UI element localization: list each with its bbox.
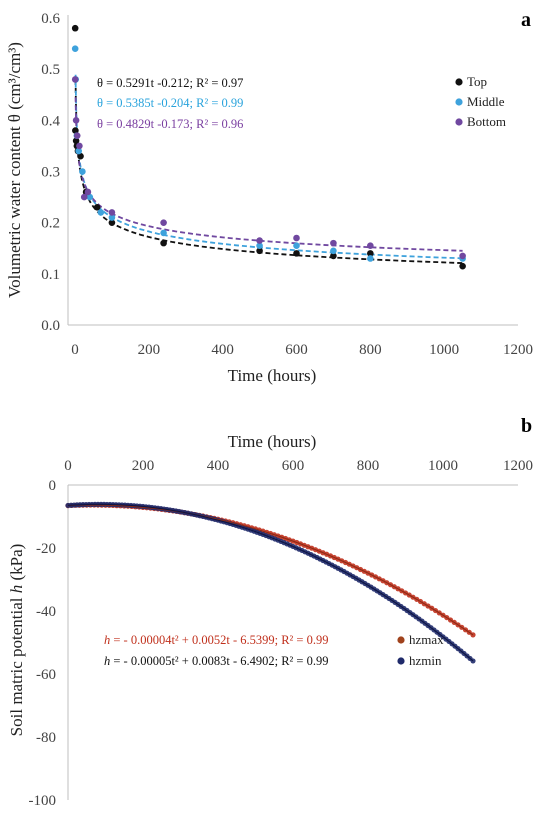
panel-b-x-tick-label: 400 [207, 458, 230, 474]
panel-a-y-tick-label: 0.0 [41, 318, 60, 334]
panel-a-legend: Top Middle Bottom [455, 74, 506, 129]
panel-b-y-tick-label: -40 [36, 604, 56, 620]
panel-b-y-tick-label: 0 [49, 478, 57, 494]
top-data-point [72, 137, 80, 145]
legend-hzmin-label: hzmin [409, 653, 442, 668]
panel-a-x-tick-labels: 0 200 400 600 800 1000 1200 [71, 342, 533, 358]
bottom-data-point [293, 234, 300, 242]
bottom-data-point [80, 193, 88, 201]
legend-hzmax-label: hzmax [409, 632, 444, 647]
panel-b-y-tick-labels: 0 -20 -40 -60 -80 -100 [29, 478, 57, 809]
panel-a-x-tick-label: 400 [211, 342, 234, 358]
panel-b-x-tick-label: 200 [132, 458, 155, 474]
legend-top-label: Top [467, 74, 487, 89]
middle-data-point [71, 45, 79, 52]
middle-data-point [293, 242, 300, 249]
panel-a-x-tick-label: 600 [285, 342, 308, 358]
panel-a-y-tick-label: 0.2 [41, 216, 60, 232]
bottom-equation: θ = 0.4829t -0.173; R² = 0.96 [97, 117, 243, 131]
bottom-data-point [73, 132, 81, 139]
top-data-point [330, 252, 337, 260]
top-data-point [459, 262, 466, 270]
middle-data-point [79, 168, 86, 175]
panel-a-y-tick-label: 0.4 [41, 113, 60, 129]
panel-a-y-tick-label: 0.6 [41, 11, 60, 27]
middle-data-point [97, 209, 105, 216]
top-data-point [71, 24, 79, 32]
panel-a-y-tick-label: 0.5 [41, 62, 60, 78]
panel-a-chart: a 0.0 0.1 0.2 0.3 0.4 0.5 0.6 0 200 400 600 800 100… [5, 9, 533, 385]
panel-b-y-tick-label: -100 [29, 793, 57, 809]
panel-b-y-tick-label: -20 [36, 541, 56, 557]
panel-b-y-tick-label: -60 [36, 667, 56, 683]
panel-a-y-tick-labels: 0.0 0.1 0.2 0.3 0.4 0.5 0.6 [41, 11, 60, 334]
bottom-data-point [76, 142, 83, 150]
middle-data-point [160, 229, 167, 237]
panel-b-x-axis-title: Time (hours) [228, 432, 317, 451]
bottom-data-point [84, 188, 92, 196]
panel-a-y-tick-label: 0.1 [41, 267, 60, 283]
middle-equation: θ = 0.5385t -0.204; R² = 0.99 [97, 96, 243, 110]
top-equation: θ = 0.5291t -0.212; R² = 0.97 [97, 76, 243, 90]
hzmax-equation: h = - 0.00004t² + 0.0052t - 6.5399; R² =… [104, 633, 328, 647]
legend-hzmin-marker [397, 657, 405, 665]
top-data-point [293, 250, 300, 257]
panel-a-x-tick-label: 0 [71, 342, 79, 358]
panel-a-y-axis-title: Volumetric water content θ (cm³/cm³) [5, 42, 24, 298]
panel-b-fit-lines [67, 503, 474, 662]
top-data-point [72, 127, 79, 134]
bottom-data-point [256, 237, 263, 244]
top-data-point [256, 247, 263, 255]
middle-data-point [108, 214, 116, 221]
top-data-point [108, 219, 116, 226]
panel-b-legend: hzmax hzmin [397, 632, 444, 668]
bottom-data-point [459, 252, 466, 260]
panel-b-x-tick-label: 800 [357, 458, 380, 474]
bottom-data-point [367, 242, 374, 249]
panel-b-x-tick-label: 1000 [428, 458, 458, 474]
panel-a-x-tick-label: 1200 [503, 342, 533, 358]
middle-data-point [256, 242, 263, 249]
panel-b-x-tick-label: 600 [282, 458, 305, 474]
panel-a-data-points [71, 24, 466, 270]
panel-a-y-tick-label: 0.3 [41, 165, 60, 181]
panel-b-y-axis-title: Soil matric potential h (kPa) [7, 544, 26, 737]
bottom-data-point [330, 239, 337, 247]
legend-hzmax-marker [397, 636, 405, 644]
legend-bottom-marker [455, 118, 463, 126]
hzmin-fit-line [67, 503, 474, 662]
middle-data-point [367, 255, 374, 262]
top-data-point [160, 239, 167, 247]
legend-top-marker [455, 78, 463, 86]
middle-data-point [330, 247, 337, 255]
panel-b-letter: b [521, 415, 532, 437]
panel-a-letter: a [521, 9, 531, 31]
legend-middle-marker [455, 98, 463, 106]
panel-b-chart: b Time (hours) 0 200 400 600 800 1000 1200 0 -2… [7, 415, 533, 809]
panel-a-x-tick-label: 200 [138, 342, 161, 358]
panel-a-x-tick-label: 800 [359, 342, 382, 358]
bottom-data-point [160, 219, 167, 226]
legend-bottom-label: Bottom [467, 114, 506, 129]
hzmax-fit-line [67, 504, 474, 636]
panel-b-y-tick-label: -80 [36, 730, 56, 746]
bottom-data-point [72, 117, 80, 124]
panel-b-x-tick-label: 0 [64, 458, 72, 474]
bottom-data-point [71, 76, 79, 83]
panel-b-x-tick-labels: 0 200 400 600 800 1000 1200 [64, 458, 533, 474]
legend-middle-label: Middle [467, 94, 505, 109]
panel-a-x-tick-label: 1000 [429, 342, 459, 358]
top-data-point [77, 152, 84, 160]
panel-b-x-tick-label: 1200 [503, 458, 533, 474]
hzmin-equation: h = - 0.00005t² + 0.0083t - 6.4902; R² =… [104, 654, 328, 668]
bottom-data-point [108, 209, 116, 216]
top-data-point [367, 250, 374, 257]
middle-data-point [86, 193, 94, 201]
panel-a-x-axis-title: Time (hours) [228, 366, 317, 385]
top-data-point [93, 204, 101, 211]
middle-data-point [75, 147, 82, 155]
